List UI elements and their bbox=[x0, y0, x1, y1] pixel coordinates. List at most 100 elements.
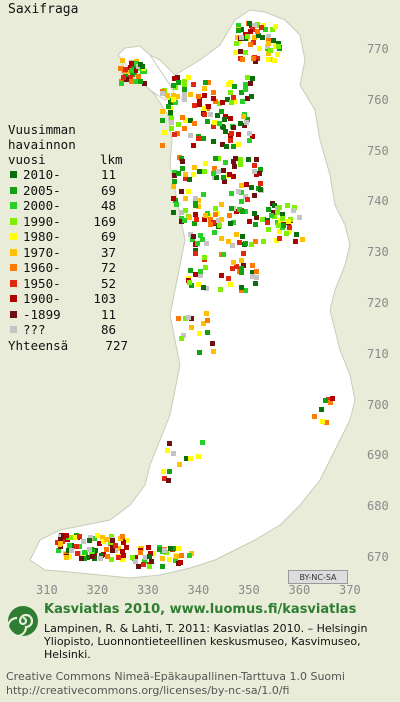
legend-row-count: 86 bbox=[100, 322, 116, 338]
occurrence-square bbox=[138, 62, 143, 67]
occurrence-square bbox=[183, 118, 188, 123]
occurrence-square bbox=[211, 124, 216, 129]
occurrence-square bbox=[186, 75, 191, 80]
occurrence-square bbox=[125, 538, 130, 543]
legend-row-count: 11 bbox=[100, 167, 116, 183]
occurrence-square bbox=[201, 192, 206, 197]
occurrence-square bbox=[324, 420, 329, 425]
occurrence-square bbox=[174, 202, 179, 207]
occurrence-square bbox=[249, 242, 254, 247]
occurrence-square bbox=[247, 131, 252, 136]
occurrence-square bbox=[249, 185, 254, 190]
occurrence-square bbox=[182, 87, 187, 92]
occurrence-square bbox=[151, 551, 156, 556]
occurrence-square bbox=[238, 121, 243, 126]
occurrence-square bbox=[179, 219, 184, 224]
occurrence-square bbox=[188, 268, 193, 273]
occurrence-square bbox=[272, 214, 277, 219]
occurrence-square bbox=[85, 555, 90, 560]
occurrence-square bbox=[197, 169, 202, 174]
occurrence-square bbox=[211, 220, 216, 225]
occurrence-square bbox=[239, 183, 244, 188]
occurrence-square bbox=[141, 562, 146, 567]
occurrence-square bbox=[179, 553, 184, 558]
occurrence-square bbox=[263, 27, 268, 32]
occurrence-square bbox=[254, 157, 259, 162]
occurrence-square bbox=[234, 41, 239, 46]
occurrence-square bbox=[203, 213, 208, 218]
footer-license[interactable]: Creative Commons Nimeä-Epäkaupallinen-Ta… bbox=[6, 670, 345, 697]
occurrence-square bbox=[202, 112, 207, 117]
occurrence-square bbox=[182, 97, 187, 102]
occurrence-square bbox=[252, 193, 257, 198]
occurrence-square bbox=[113, 543, 118, 548]
occurrence-square bbox=[273, 44, 278, 49]
occurrence-square bbox=[228, 138, 233, 143]
occurrence-square bbox=[176, 546, 181, 551]
occurrence-square bbox=[201, 321, 206, 326]
occurrence-square bbox=[172, 173, 177, 178]
footer-title[interactable]: Kasviatlas 2010, www.luomus.fi/kasviatla… bbox=[44, 602, 357, 617]
occurrence-square bbox=[67, 543, 72, 548]
legend-row: -1899 11 bbox=[8, 307, 128, 323]
occurrence-square bbox=[192, 121, 197, 126]
occurrence-square bbox=[205, 318, 210, 323]
occurrence-square bbox=[176, 171, 181, 176]
occurrence-square bbox=[250, 274, 255, 279]
occurrence-square bbox=[239, 27, 244, 32]
occurrence-square bbox=[221, 175, 226, 180]
occurrence-square bbox=[128, 65, 133, 70]
occurrence-square bbox=[247, 219, 252, 224]
occurrence-square bbox=[252, 23, 257, 28]
northing-tick-label: 760 bbox=[367, 92, 389, 107]
occurrence-square bbox=[252, 169, 257, 174]
occurrence-square bbox=[227, 213, 232, 218]
occurrence-square bbox=[236, 23, 241, 28]
occurrence-square bbox=[291, 208, 296, 213]
occurrence-square bbox=[300, 237, 305, 242]
occurrence-square bbox=[182, 92, 187, 97]
occurrence-square bbox=[258, 187, 263, 192]
occurrence-square bbox=[74, 544, 79, 549]
occurrence-square bbox=[213, 212, 218, 217]
occurrence-square bbox=[140, 69, 145, 74]
occurrence-square bbox=[179, 336, 184, 341]
finland-outline bbox=[29, 9, 356, 579]
occurrence-square bbox=[248, 42, 253, 47]
occurrence-square bbox=[171, 83, 176, 88]
occurrence-square bbox=[120, 549, 125, 554]
occurrence-square bbox=[286, 219, 291, 224]
occurrence-square bbox=[166, 104, 171, 109]
occurrence-square bbox=[97, 541, 102, 546]
occurrence-square bbox=[101, 539, 106, 544]
occurrence-square bbox=[148, 551, 153, 556]
occurrence-square bbox=[219, 202, 224, 207]
occurrence-square bbox=[254, 215, 259, 220]
occurrence-square bbox=[248, 81, 253, 86]
cc-license-badge[interactable]: BY-NC-SA bbox=[288, 570, 348, 584]
occurrence-square bbox=[58, 534, 63, 539]
legend-row: 2005- 69 bbox=[8, 183, 128, 199]
occurrence-square bbox=[79, 556, 84, 561]
legend-swatch bbox=[10, 279, 17, 287]
occurrence-square bbox=[202, 255, 207, 260]
occurrence-square bbox=[182, 84, 187, 89]
occurrence-square bbox=[188, 92, 193, 97]
occurrence-square bbox=[191, 234, 196, 239]
occurrence-square bbox=[285, 203, 290, 208]
occurrence-square bbox=[113, 548, 118, 553]
occurrence-square bbox=[183, 208, 188, 213]
legend-row-count: 69 bbox=[100, 182, 116, 198]
occurrence-square bbox=[172, 76, 177, 81]
occurrence-square bbox=[252, 163, 257, 168]
occurrence-square bbox=[211, 96, 216, 101]
occurrence-square bbox=[252, 35, 257, 40]
occurrence-square bbox=[234, 209, 239, 214]
occurrence-square bbox=[249, 94, 254, 99]
occurrence-square bbox=[171, 184, 176, 189]
occurrence-square bbox=[196, 204, 201, 209]
occurrence-square bbox=[202, 169, 207, 174]
occurrence-square bbox=[193, 272, 198, 277]
occurrence-square bbox=[130, 555, 135, 560]
occurrence-square bbox=[196, 454, 201, 459]
